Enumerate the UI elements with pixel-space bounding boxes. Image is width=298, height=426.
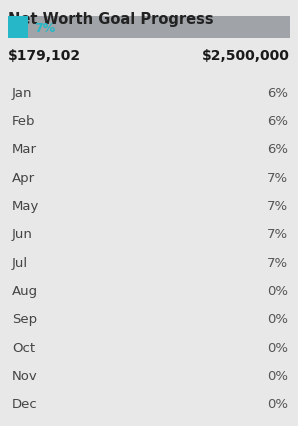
- Text: 6%: 6%: [267, 115, 288, 128]
- Text: May: May: [12, 199, 39, 213]
- Text: 7%: 7%: [267, 199, 288, 213]
- Text: 7%: 7%: [34, 21, 55, 35]
- Text: Sep: Sep: [12, 313, 37, 325]
- Text: Oct: Oct: [12, 341, 35, 354]
- Text: Net Worth Goal Progress: Net Worth Goal Progress: [8, 12, 214, 27]
- Text: Apr: Apr: [12, 171, 35, 184]
- Text: Nov: Nov: [12, 369, 38, 382]
- Text: 0%: 0%: [267, 369, 288, 382]
- Text: 7%: 7%: [267, 256, 288, 269]
- Text: 0%: 0%: [267, 284, 288, 297]
- Text: Jul: Jul: [12, 256, 28, 269]
- Text: 0%: 0%: [267, 341, 288, 354]
- Text: 7%: 7%: [267, 228, 288, 241]
- Text: $2,500,000: $2,500,000: [202, 49, 290, 63]
- Text: Jan: Jan: [12, 86, 32, 99]
- Text: Aug: Aug: [12, 284, 38, 297]
- Text: Feb: Feb: [12, 115, 35, 128]
- Text: 0%: 0%: [267, 397, 288, 410]
- Text: Mar: Mar: [12, 143, 37, 156]
- Text: 6%: 6%: [267, 86, 288, 99]
- Text: Jun: Jun: [12, 228, 33, 241]
- Text: Dec: Dec: [12, 397, 38, 410]
- Text: 7%: 7%: [267, 171, 288, 184]
- Text: $179,102: $179,102: [8, 49, 81, 63]
- Bar: [8, 17, 290, 39]
- Text: 0%: 0%: [267, 313, 288, 325]
- Text: 6%: 6%: [267, 143, 288, 156]
- Bar: [8, 17, 28, 39]
